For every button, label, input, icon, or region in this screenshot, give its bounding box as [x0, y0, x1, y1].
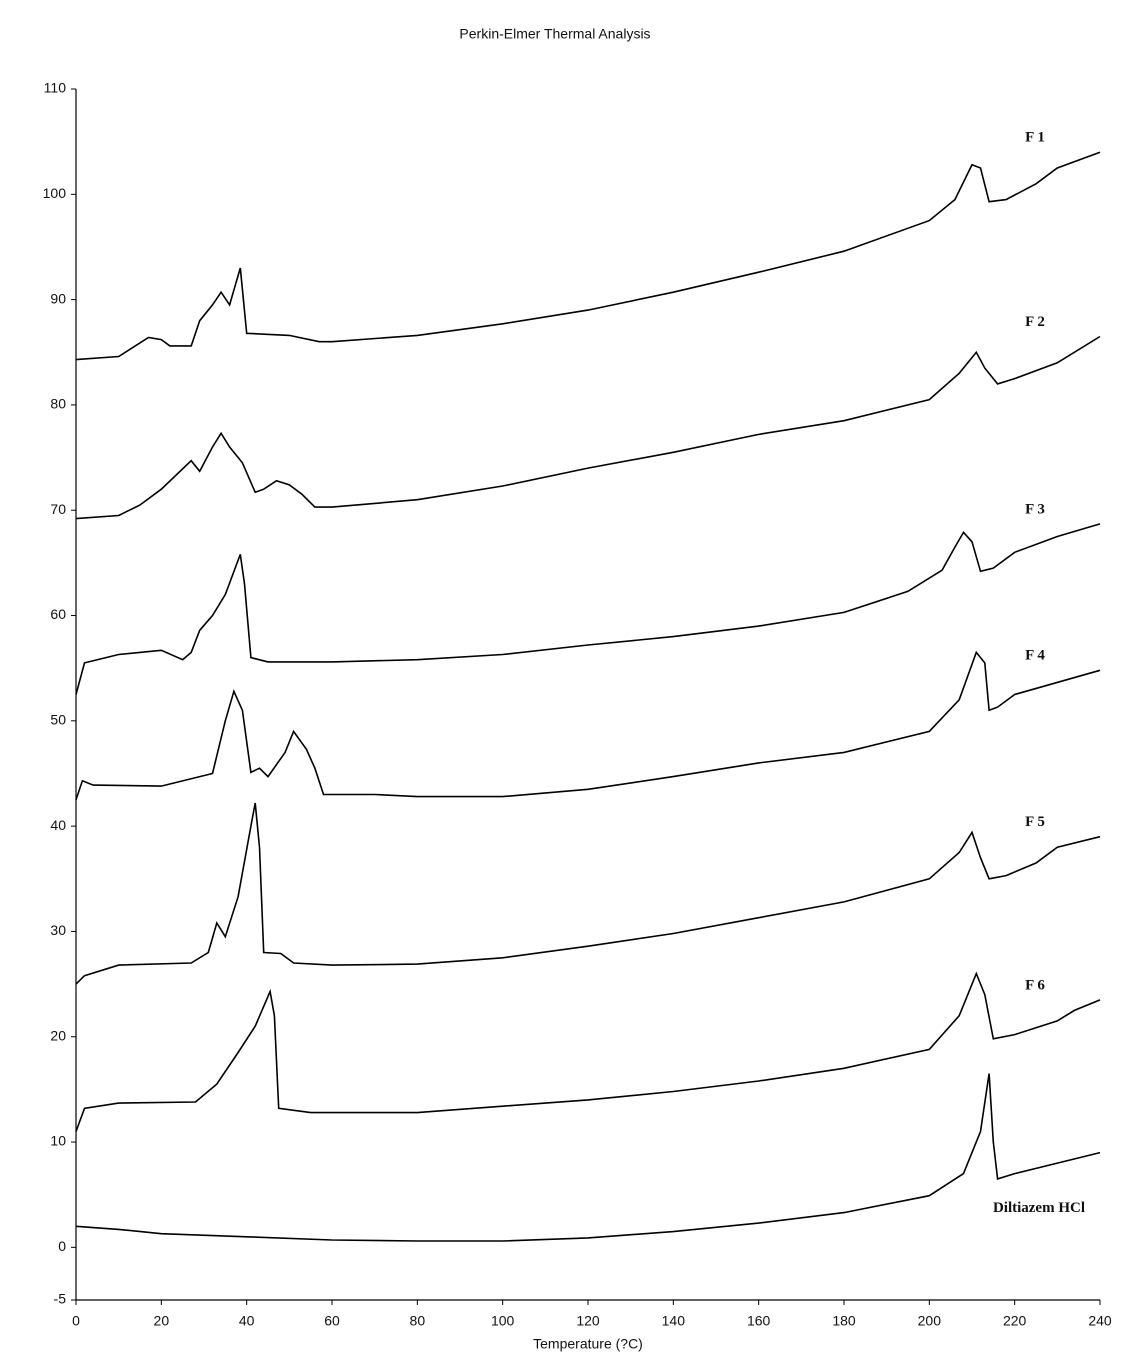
- chart-title: Perkin-Elmer Thermal Analysis: [459, 26, 650, 42]
- series-line: [75, 523, 1101, 695]
- series-line: [75, 802, 1101, 985]
- y-tick-label: 110: [44, 80, 67, 96]
- x-tick-label: 140: [662, 1313, 686, 1329]
- x-tick-label: 120: [576, 1313, 600, 1329]
- y-tick-label: 100: [43, 185, 67, 201]
- series-line: [75, 151, 1101, 361]
- y-tick-label: 0: [58, 1238, 66, 1254]
- x-axis-label: Temperature (?C): [533, 1336, 643, 1352]
- series-label: F 4: [1025, 648, 1045, 664]
- y-tick-label: 10: [50, 1133, 66, 1149]
- x-tick-label: 0: [72, 1313, 80, 1329]
- x-tick-label: 60: [324, 1313, 340, 1329]
- series-line: [75, 650, 1101, 801]
- series-label: F 6: [1025, 977, 1045, 993]
- x-tick-label: 220: [1003, 1313, 1027, 1329]
- series-label: F 2: [1025, 314, 1045, 330]
- x-tick-label: 160: [747, 1313, 771, 1329]
- x-tick-label: 200: [918, 1313, 942, 1329]
- series-label: F 3: [1025, 501, 1045, 517]
- y-tick-label: -5: [54, 1291, 67, 1307]
- y-tick-label: 20: [50, 1027, 66, 1043]
- x-tick-label: 20: [154, 1313, 170, 1329]
- series-label: F 1: [1025, 130, 1045, 146]
- x-tick-label: 100: [491, 1313, 515, 1329]
- x-tick-label: 180: [832, 1313, 856, 1329]
- series-label: F 5: [1025, 814, 1045, 830]
- y-tick-label: 40: [50, 817, 66, 833]
- x-tick-label: 40: [239, 1313, 255, 1329]
- series-line: [75, 1073, 1101, 1242]
- x-tick-label: 240: [1088, 1313, 1112, 1329]
- y-tick-label: 70: [50, 501, 66, 517]
- y-tick-label: 60: [50, 606, 66, 622]
- x-tick-label: 80: [410, 1313, 426, 1329]
- series-line: [75, 971, 1101, 1132]
- y-tick-label: 50: [50, 712, 66, 728]
- y-tick-label: 90: [50, 290, 66, 306]
- y-tick-label: 30: [50, 922, 66, 938]
- y-tick-label: 80: [50, 396, 66, 412]
- series-line: [75, 335, 1101, 520]
- series-label: Diltiazem HCl: [993, 1200, 1085, 1216]
